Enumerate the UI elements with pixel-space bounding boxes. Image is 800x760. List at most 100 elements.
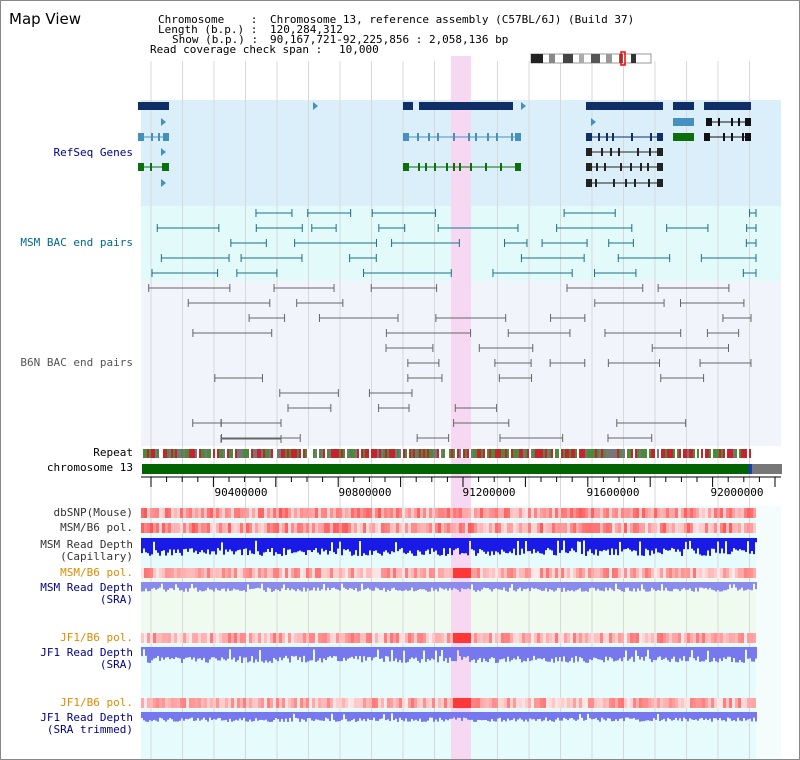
polymorphism-cell bbox=[276, 508, 279, 518]
polymorphism-cell bbox=[213, 698, 216, 708]
read-depth-bar bbox=[145, 538, 147, 553]
read-depth-bar bbox=[417, 582, 419, 590]
repeat-mark bbox=[733, 449, 735, 458]
read-depth-bar bbox=[737, 582, 739, 591]
read-depth-bar bbox=[277, 582, 279, 590]
read-depth-bar bbox=[319, 647, 321, 659]
read-depth-bar bbox=[577, 647, 579, 662]
track-label-dbsnp[interactable]: dbSNP(Mouse) bbox=[53, 506, 133, 519]
read-depth-bar bbox=[435, 538, 437, 551]
polymorphism-cell bbox=[669, 568, 672, 578]
polymorphism-cell bbox=[420, 523, 423, 533]
read-depth-bar bbox=[631, 538, 633, 552]
track-label-repeat[interactable]: Repeat bbox=[93, 446, 133, 459]
track-label-jf1-b6-pol-1[interactable]: JF1/B6 pol. bbox=[60, 631, 133, 644]
polymorphism-cell bbox=[519, 568, 522, 578]
read-depth-bar bbox=[363, 582, 365, 590]
polymorphism-cell bbox=[720, 568, 723, 578]
track-label-msm-b6-pol-1[interactable]: MSM/B6 pol. bbox=[60, 521, 133, 534]
read-depth-bar bbox=[433, 538, 435, 552]
polymorphism-cell bbox=[507, 568, 510, 578]
repeat-mark bbox=[391, 449, 393, 458]
read-depth-bar bbox=[665, 647, 667, 658]
repeat-mark bbox=[587, 449, 589, 458]
read-depth-bar bbox=[747, 712, 749, 720]
track-label-msm-b6-pol-2[interactable]: MSM/B6 pol. bbox=[60, 566, 133, 579]
track-label-msm-read-depth-sra[interactable]: MSM Read Depth bbox=[40, 581, 133, 594]
polymorphism-cell bbox=[660, 633, 663, 643]
polymorphism-cell bbox=[579, 523, 582, 533]
read-depth-bar bbox=[235, 712, 237, 720]
polymorphism-cell bbox=[627, 568, 630, 578]
polymorphism-cell bbox=[441, 633, 444, 643]
repeat-mark bbox=[159, 449, 161, 458]
polymorphism-cell bbox=[489, 633, 492, 643]
polymorphism-cell bbox=[207, 508, 210, 518]
polymorphism-cell bbox=[222, 523, 225, 533]
read-depth-bar bbox=[143, 712, 145, 721]
read-depth-bar bbox=[529, 582, 531, 592]
repeat-mark bbox=[213, 449, 215, 458]
read-depth-bar bbox=[397, 647, 399, 663]
polymorphism-cell bbox=[714, 633, 717, 643]
read-depth-bar bbox=[315, 582, 317, 591]
repeat-mark bbox=[507, 449, 509, 458]
read-depth-bar bbox=[443, 582, 445, 590]
polymorphism-cell bbox=[537, 523, 540, 533]
polymorphism-cell bbox=[507, 698, 510, 708]
read-depth-bar bbox=[471, 712, 473, 720]
read-depth-bar bbox=[221, 538, 223, 543]
gene-exon bbox=[604, 163, 606, 171]
read-depth-bar bbox=[597, 582, 599, 589]
polymorphism-cell bbox=[150, 698, 153, 708]
read-depth-bar bbox=[263, 538, 265, 553]
track-label-jf1-read-depth-trimmed[interactable]: JF1 Read Depth bbox=[40, 711, 133, 724]
polymorphism-cell bbox=[549, 698, 552, 708]
read-depth-bar bbox=[431, 582, 433, 588]
repeat-mark bbox=[673, 449, 675, 458]
polymorphism-cell bbox=[708, 698, 711, 708]
read-depth-bar bbox=[297, 712, 299, 719]
read-depth-bar bbox=[437, 712, 439, 722]
polymorphism-cell bbox=[348, 698, 351, 708]
read-depth-bar bbox=[239, 582, 241, 591]
polymorphism-cell bbox=[372, 523, 375, 533]
read-depth-bar bbox=[203, 712, 205, 718]
track-label-b6n-bac[interactable]: B6N BAC end pairs bbox=[20, 356, 133, 369]
repeat-mark bbox=[569, 449, 571, 458]
read-depth-bar bbox=[743, 582, 745, 591]
repeat-mark bbox=[329, 449, 331, 458]
read-depth-bar bbox=[663, 582, 665, 591]
polymorphism-cell bbox=[474, 633, 477, 643]
polymorphism-cell bbox=[603, 508, 606, 518]
read-depth-bar bbox=[249, 647, 251, 662]
repeat-mark bbox=[513, 449, 515, 458]
track-label-msm-bac[interactable]: MSM BAC end pairs bbox=[20, 236, 133, 249]
track-label-chromosome[interactable]: chromosome 13 bbox=[46, 461, 133, 474]
track-label-jf1-b6-pol-2[interactable]: JF1/B6 pol. bbox=[60, 696, 133, 709]
polymorphism-cell bbox=[555, 568, 558, 578]
polymorphism-cell bbox=[465, 698, 468, 708]
read-depth-bar bbox=[745, 582, 747, 591]
read-depth-bar bbox=[175, 647, 177, 658]
read-depth-bar bbox=[409, 647, 411, 660]
read-depth-bar bbox=[373, 647, 375, 658]
read-depth-bar bbox=[685, 712, 687, 720]
read-depth-bar bbox=[561, 538, 563, 551]
gene-strand-arrow bbox=[161, 148, 166, 156]
repeat-mark bbox=[645, 449, 647, 458]
polymorphism-cell bbox=[315, 698, 318, 708]
track-label-msm-read-depth-capillary[interactable]: MSM Read Depth bbox=[40, 538, 133, 551]
repeat-mark bbox=[379, 449, 381, 458]
polymorphism-cell bbox=[162, 568, 165, 578]
track-label-jf1-read-depth-sra[interactable]: JF1 Read Depth bbox=[40, 646, 133, 659]
gene-exon bbox=[647, 163, 649, 171]
polymorphism-cell bbox=[216, 508, 219, 518]
track-label-refseq[interactable]: RefSeq Genes bbox=[53, 146, 133, 159]
polymorphism-cell bbox=[615, 568, 618, 578]
repeat-mark bbox=[531, 449, 533, 458]
polymorphism-cell bbox=[735, 523, 738, 533]
polymorphism-cell bbox=[669, 633, 672, 643]
polymorphism-cell bbox=[198, 508, 201, 518]
